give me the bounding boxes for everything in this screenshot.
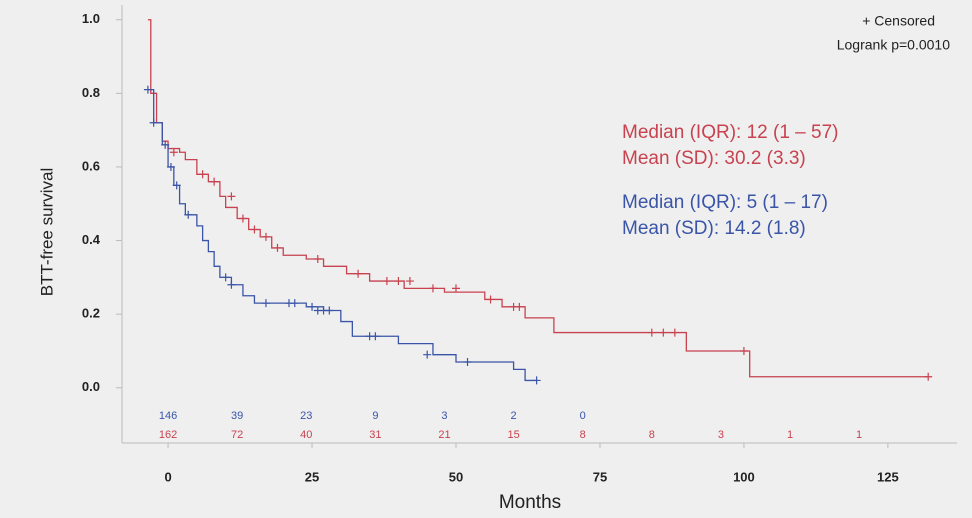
censor-mark: [394, 277, 403, 286]
censor-mark: [210, 177, 219, 186]
censor-mark: [308, 302, 317, 311]
x-tick-label: 100: [733, 469, 755, 484]
censor-mark: [405, 277, 414, 286]
y-tick-label: 0.0: [82, 379, 100, 394]
at-risk-count: 3: [718, 429, 724, 441]
at-risk-count: 1: [856, 429, 862, 441]
censor-mark: [423, 350, 432, 359]
x-tick-label: 75: [593, 469, 607, 484]
censor-mark: [149, 118, 158, 127]
censor-mark: [515, 302, 524, 311]
censor-mark: [486, 295, 495, 304]
at-risk-count: 162: [159, 429, 177, 441]
censor-legend: + Censored: [862, 13, 935, 29]
censor-mark: [670, 328, 679, 337]
censor-mark: [739, 346, 748, 355]
censor-mark: [184, 210, 193, 219]
at-risk-count: 23: [300, 410, 312, 422]
at-risk-count: 72: [231, 429, 243, 441]
censor-mark: [161, 140, 170, 149]
censor-mark: [428, 284, 437, 293]
at-risk-count: 3: [441, 410, 447, 422]
y-tick-label: 1.0: [82, 11, 100, 26]
y-tick-label: 0.4: [82, 232, 101, 247]
censor-mark: [325, 306, 334, 315]
at-risk-count: 1: [787, 429, 793, 441]
censor-mark: [198, 170, 207, 179]
y-tick-label: 0.6: [82, 158, 100, 173]
censor-mark: [172, 181, 181, 190]
censor-mark: [273, 243, 282, 252]
censor-mark: [227, 192, 236, 201]
at-risk-count: 15: [507, 429, 519, 441]
at-risk-count: 0: [580, 410, 586, 422]
at-risk-count: 2: [511, 410, 517, 422]
at-risk-count: 39: [231, 410, 243, 422]
censor-mark: [169, 148, 178, 157]
summary-stat: Median (IQR): 5 (1 – 17): [622, 192, 828, 213]
at-risk-count: 8: [649, 429, 655, 441]
at-risk-count: 31: [369, 429, 381, 441]
censor-mark: [261, 232, 270, 241]
logrank-note: Logrank p=0.0010: [837, 37, 950, 53]
survival-curve: [147, 19, 929, 378]
x-tick-label: 125: [877, 469, 899, 484]
y-tick-label: 0.8: [82, 85, 100, 100]
censor-mark: [382, 277, 391, 286]
at-risk-count: 21: [438, 429, 450, 441]
censor-mark: [227, 280, 236, 289]
censor-mark: [371, 332, 380, 341]
summary-stat: Mean (SD): 14.2 (1.8): [622, 218, 806, 239]
at-risk-count: 146: [159, 410, 177, 422]
censor-mark: [290, 299, 299, 308]
censor-mark: [532, 376, 541, 385]
summary-stat: Median (IQR): 12 (1 – 57): [622, 122, 838, 143]
censor-mark: [166, 162, 175, 171]
at-risk-count: 40: [300, 429, 312, 441]
y-tick-label: 0.2: [82, 306, 100, 321]
censor-mark: [452, 284, 460, 293]
censor-mark: [647, 328, 656, 337]
at-risk-count: 9: [372, 410, 378, 422]
censor-mark: [354, 269, 363, 278]
at-risk-count: 8: [580, 429, 586, 441]
summary-stat: Mean (SD): 30.2 (3.3): [622, 148, 806, 169]
censor-mark: [924, 372, 933, 381]
censor-mark: [238, 214, 247, 223]
censor-mark: [250, 225, 259, 234]
x-tick-label: 50: [449, 469, 463, 484]
censor-mark: [261, 299, 270, 308]
x-tick-label: 25: [305, 469, 319, 484]
x-tick-label: 0: [164, 469, 171, 484]
censor-mark: [659, 328, 668, 337]
x-axis-label: Months: [499, 492, 561, 513]
censor-mark: [221, 273, 230, 282]
censor-mark: [463, 358, 472, 367]
censor-mark: [313, 254, 322, 263]
y-axis-label: BTT-free survival: [37, 168, 56, 296]
censor-mark: [143, 85, 152, 94]
